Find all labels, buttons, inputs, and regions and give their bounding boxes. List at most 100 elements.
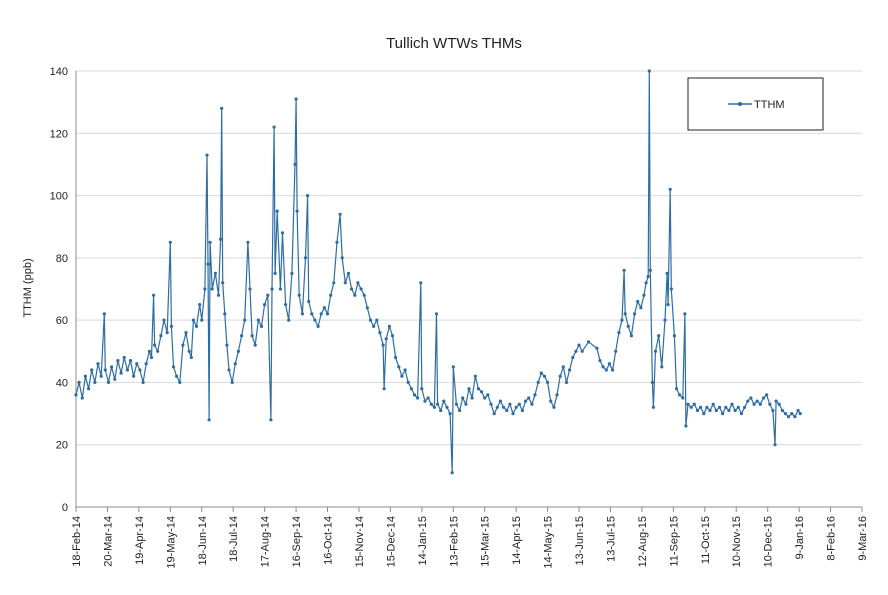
data-point [303, 256, 308, 260]
data-point [752, 402, 756, 406]
data-point [343, 281, 347, 285]
legend-marker [738, 102, 742, 106]
data-point [761, 396, 766, 400]
data-point [768, 402, 772, 406]
data-point [246, 240, 250, 244]
data-point [549, 399, 553, 403]
data-point [461, 396, 465, 400]
data-point [620, 318, 624, 322]
data-point [290, 271, 294, 275]
data-point [647, 69, 651, 73]
data-point [648, 268, 652, 272]
data-point [577, 343, 581, 347]
data-point [505, 408, 509, 413]
data-point [119, 371, 123, 375]
data-point [203, 287, 207, 291]
data-point [338, 212, 342, 216]
data-point [103, 368, 107, 372]
data-point [269, 418, 273, 422]
data-point [733, 408, 737, 413]
data-point [259, 324, 264, 328]
data-point [727, 408, 731, 413]
data-point [429, 402, 433, 406]
data-point [263, 303, 267, 307]
data-point [653, 349, 658, 353]
x-tick-label: 11-Oct-15 [700, 516, 712, 564]
data-point [346, 271, 351, 275]
data-point [316, 324, 320, 328]
data-point [253, 343, 257, 347]
data-point [683, 312, 687, 316]
data-point [773, 443, 777, 447]
data-point [546, 380, 550, 384]
data-point [400, 374, 404, 378]
data-point [492, 412, 496, 416]
data-point [517, 402, 521, 406]
data-point [74, 393, 78, 397]
data-point [520, 408, 525, 413]
legend-box [687, 77, 824, 131]
data-point [558, 374, 562, 378]
data-point [692, 402, 696, 406]
data-point [665, 271, 669, 275]
data-point [138, 368, 142, 372]
data-point [300, 312, 304, 316]
data-point [755, 399, 759, 403]
data-point [394, 355, 398, 360]
data-point [225, 343, 229, 347]
data-point [644, 281, 648, 285]
data-point [368, 318, 373, 322]
data-point [206, 262, 210, 266]
data-point [250, 334, 254, 338]
x-tick-label: 9-Jan-16 [794, 516, 806, 559]
x-tick-label: 16-Oct-14 [323, 516, 335, 565]
data-point [365, 306, 369, 310]
data-point [409, 387, 413, 391]
data-point [198, 303, 202, 307]
data-point [171, 365, 176, 369]
data-point [629, 334, 634, 338]
series-line-tthm [75, 70, 801, 474]
data-point [442, 399, 446, 403]
x-tick-label: 14-Apr-15 [511, 516, 523, 565]
data-point [213, 271, 217, 275]
data-point [340, 256, 344, 260]
data-point [293, 162, 297, 166]
data-point [423, 399, 427, 403]
data-point [530, 402, 534, 406]
data-point [87, 387, 91, 391]
data-point [426, 396, 430, 400]
data-point [233, 362, 237, 366]
data-point [495, 405, 499, 409]
x-tick-label: 13-Feb-15 [448, 516, 460, 567]
data-point [451, 365, 455, 369]
x-tick-label: 19-May-14 [165, 516, 177, 569]
data-point [99, 374, 103, 378]
data-point [162, 318, 166, 322]
data-point [132, 374, 136, 378]
x-tick-label: 14-Jan-15 [417, 516, 429, 566]
data-point [141, 380, 145, 384]
data-point [387, 324, 391, 328]
data-point [623, 312, 627, 316]
x-tick-label: 19-Apr-14 [134, 516, 146, 565]
data-point [595, 346, 599, 350]
data-point [765, 393, 769, 397]
data-point [147, 349, 151, 353]
data-point [419, 281, 423, 285]
data-point [672, 334, 677, 338]
data-point [278, 287, 282, 291]
data-point [633, 312, 637, 316]
x-tick-label: 18-Feb-14 [71, 516, 83, 567]
data-point [280, 231, 285, 235]
data-point [381, 343, 385, 347]
x-tick-label: 15-Dec-14 [385, 516, 397, 567]
data-point [508, 402, 512, 406]
data-point [227, 368, 231, 372]
data-point [736, 405, 740, 409]
data-point [651, 405, 656, 409]
y-tick-label: 120 [50, 128, 68, 140]
x-tick-label: 10-Nov-15 [731, 516, 743, 567]
data-point [467, 387, 471, 391]
